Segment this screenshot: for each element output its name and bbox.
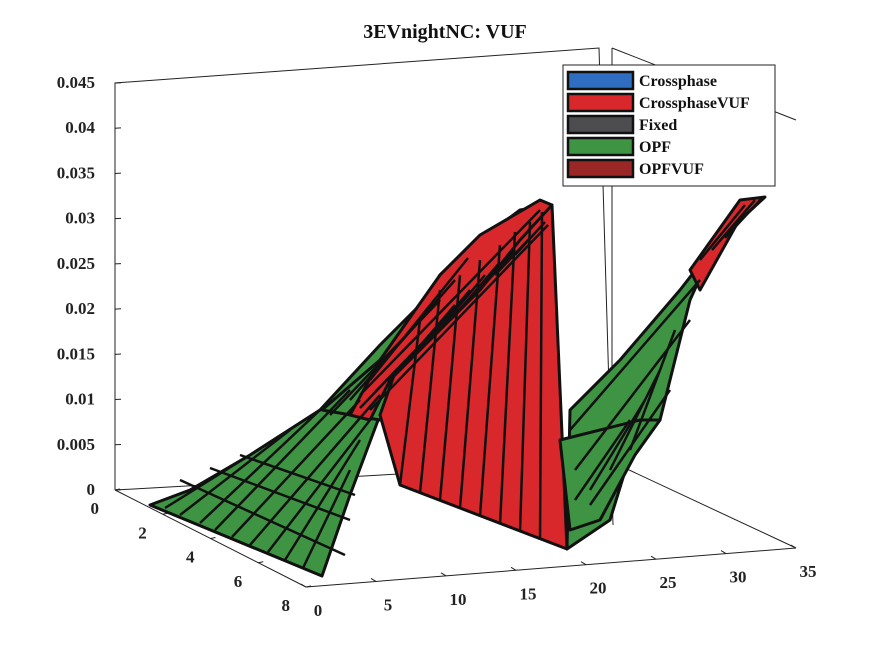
x-tick-label: 25 <box>660 573 677 592</box>
z-axis-ticks: 0 0.005 0.01 0.015 0.02 0.025 0.03 0.035 0.04 0.0… <box>57 73 122 499</box>
legend-swatch <box>566 158 635 179</box>
z-tick-label: 0.005 <box>57 435 95 454</box>
mesh-line <box>249 394 381 546</box>
mesh-line <box>369 257 469 381</box>
y-tick-label: 0 <box>91 499 100 518</box>
y-tick-label: 2 <box>138 523 147 542</box>
surface-mesh <box>149 197 763 578</box>
x-tick-label: 15 <box>520 584 537 603</box>
mesh-line <box>588 399 647 491</box>
floor-front-x-axis <box>305 547 797 588</box>
mesh-line <box>538 211 544 541</box>
y-tick-mark <box>258 561 264 564</box>
z-tick-label: 0.045 <box>57 73 95 92</box>
x-tick-mark <box>510 566 517 571</box>
legend: Crossphase CrossphaseVUF Fixed OPF OPFVUF <box>562 64 776 187</box>
legend-label: Fixed <box>639 117 677 134</box>
back-frame <box>114 47 614 526</box>
x-tick-label: 30 <box>730 568 747 587</box>
mesh-line <box>359 209 541 396</box>
mesh-line <box>149 503 323 578</box>
legend-swatch <box>566 114 635 135</box>
y-tick-label: 8 <box>282 596 291 615</box>
x-tick-label: 20 <box>590 579 607 598</box>
y-tick-mark <box>305 585 312 588</box>
mesh-line <box>474 249 516 296</box>
mesh-line <box>724 197 763 239</box>
mesh-line <box>478 244 502 517</box>
y-tick-label: 4 <box>186 548 195 567</box>
mesh-line <box>498 231 517 525</box>
x-tick-label: 35 <box>800 562 817 581</box>
z-tick-label: 0.035 <box>57 163 95 182</box>
mesh-line <box>209 466 351 522</box>
z-tick-label: 0.02 <box>65 299 95 318</box>
legend-swatch <box>566 92 635 113</box>
mesh-line <box>518 221 532 533</box>
legend-label: OPF <box>639 139 671 156</box>
mesh-line <box>267 419 371 553</box>
legend-swatch <box>566 70 635 91</box>
x-tick-mark <box>580 561 587 566</box>
y-tick-mark <box>114 488 121 491</box>
mesh-line <box>514 221 546 256</box>
y-tick-label: 6 <box>234 572 243 591</box>
x-tick-mark <box>790 544 797 549</box>
surface-series <box>148 195 767 578</box>
mesh-line <box>569 279 701 431</box>
x-tick-label: 10 <box>450 590 467 609</box>
legend-label: OPFVUF <box>639 161 704 178</box>
mesh-line <box>369 224 549 411</box>
mesh-line <box>574 319 691 471</box>
z-tick-label: 0.015 <box>57 344 95 363</box>
mesh-line <box>418 289 442 494</box>
x-tick-mark <box>300 583 307 588</box>
mesh-line <box>179 429 291 516</box>
chart-title: 3EVnightNC: VUF <box>363 21 527 43</box>
mesh-line <box>608 369 662 471</box>
mesh-line <box>588 389 672 506</box>
mesh-line <box>434 274 486 336</box>
mesh-line <box>699 204 746 261</box>
x-tick-mark <box>370 577 377 582</box>
y-axis-ticks: 0 2 4 6 8 <box>91 488 312 615</box>
mesh-line <box>301 469 352 569</box>
mesh-line <box>283 439 362 561</box>
mesh-line <box>179 478 346 557</box>
x-tick-mark <box>650 555 657 560</box>
x-tick-label: 0 <box>314 601 323 620</box>
legend-swatch <box>566 136 635 157</box>
z-tick-label: 0.04 <box>65 118 95 137</box>
mesh-line <box>573 419 632 501</box>
x-tick-label: 5 <box>384 595 393 614</box>
x-axis-ticks: 0 5 10 15 20 25 30 35 <box>300 544 817 620</box>
mesh-line <box>458 259 482 509</box>
mesh-line <box>164 453 251 510</box>
y-tick-mark <box>210 537 216 539</box>
crossphasevuf-surface-right-tip <box>688 195 767 292</box>
mesh-line <box>394 304 456 376</box>
mesh-line <box>199 409 321 524</box>
z-tick-label: 0.01 <box>65 390 95 409</box>
mesh-line <box>239 453 356 497</box>
x-tick-mark <box>720 550 727 555</box>
legend-label: CrossphaseVUF <box>639 95 750 112</box>
floor-right-edge <box>611 461 797 549</box>
legend-label: Crossphase <box>639 73 717 90</box>
mesh-line <box>454 261 501 316</box>
x-tick-mark <box>440 572 447 577</box>
z-tick-label: 0 <box>87 480 96 499</box>
mesh-line <box>414 289 471 356</box>
z-tick-label: 0.025 <box>57 254 95 273</box>
mesh-line <box>711 199 756 251</box>
z-tick-label: 0.03 <box>65 209 95 228</box>
